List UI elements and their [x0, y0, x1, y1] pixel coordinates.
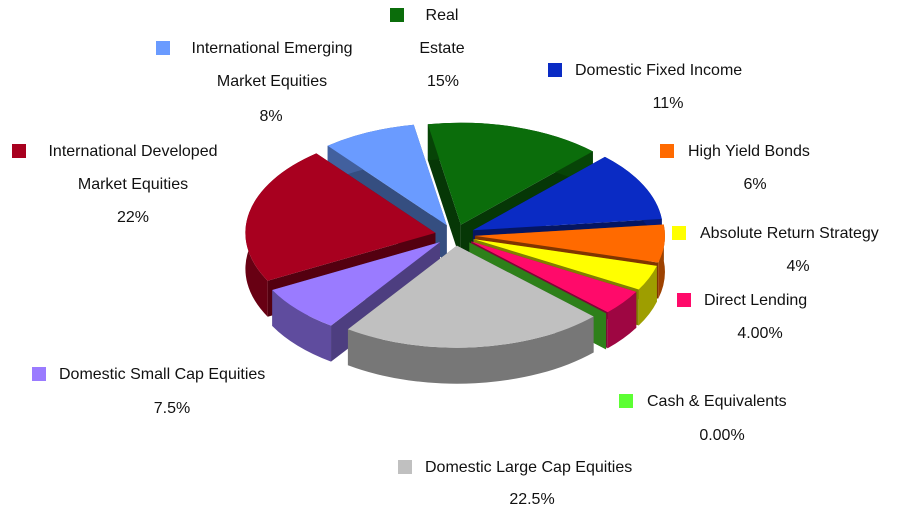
slice-wall — [638, 265, 657, 326]
slice-wall — [347, 316, 594, 384]
legend-label: International Emerging Market Equities — [191, 40, 353, 90]
slice — [245, 153, 436, 281]
slice-wall — [607, 291, 637, 349]
slice — [272, 242, 441, 326]
legend-label: Domestic Small Cap Equities — [59, 366, 266, 383]
value-label: 11% — [652, 95, 684, 112]
value-label: 4.00% — [737, 325, 783, 342]
legend-swatch — [660, 144, 674, 158]
slice — [472, 156, 662, 231]
legend-label: Direct Lending — [704, 292, 808, 309]
value-label: 0.00% — [699, 427, 745, 444]
legend-label: Cash & Equivalents — [647, 393, 787, 410]
legend-swatch — [672, 226, 686, 240]
legend-label: Domestic Fixed Income — [575, 62, 743, 79]
legend-swatch — [548, 63, 562, 77]
legend-swatch — [398, 460, 412, 474]
value-label: 6% — [743, 176, 767, 193]
legend-label: Domestic Large Cap Equities — [425, 459, 633, 476]
legend-swatch — [619, 394, 633, 408]
legend-label: Absolute Return Strategy — [700, 225, 879, 242]
legend-swatch — [156, 41, 170, 55]
value-label: 8% — [259, 108, 283, 125]
value-label: 22.5% — [509, 491, 555, 508]
slice — [473, 239, 657, 290]
legend-label: International Developed Market Equities — [48, 143, 218, 193]
slice — [474, 224, 665, 263]
value-label: 22% — [116, 209, 150, 226]
slice — [347, 245, 594, 348]
slice-wall — [658, 224, 665, 299]
value-label: 7.5% — [153, 400, 191, 417]
legend-label: High Yield Bonds — [688, 143, 810, 160]
legend-swatch — [677, 293, 691, 307]
slice — [471, 241, 637, 313]
slice — [327, 124, 447, 226]
legend-swatch — [390, 8, 404, 22]
legend-swatch — [32, 367, 46, 381]
value-label: 4% — [786, 258, 810, 275]
legend-swatch — [12, 144, 26, 158]
slice-wall — [272, 290, 332, 362]
value-label: 15% — [426, 73, 460, 90]
slice — [427, 122, 593, 225]
legend-label: Real Estate — [419, 7, 465, 57]
